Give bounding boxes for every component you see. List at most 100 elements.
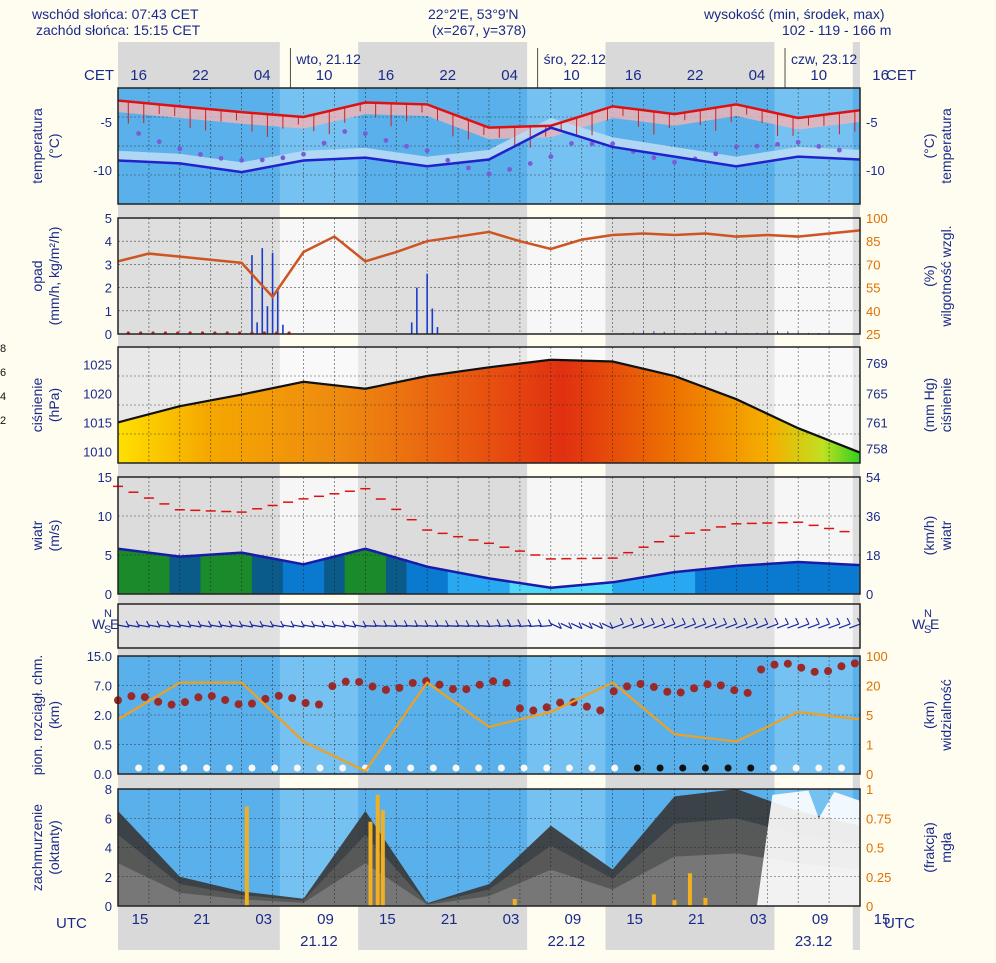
wind-direction-arrow: [178, 624, 192, 628]
wind-speed-bar: [622, 579, 634, 594]
right-axis-title: (km): [921, 701, 937, 729]
dewpoint-dot: [816, 144, 822, 149]
wind-speed-bar: [705, 568, 717, 594]
wind-speed-bar: [190, 555, 201, 594]
wind-direction-arrow: [684, 623, 696, 629]
cloud-base-dot: [127, 692, 136, 701]
top-day-label: czw, 23.12: [791, 51, 857, 67]
right-axis-title: (%): [921, 265, 937, 287]
y2-tick-label: -5: [866, 115, 878, 130]
bottom-hour-label: 03: [503, 911, 520, 928]
wind-direction-tail: [517, 619, 522, 626]
low-cloud-dot: [452, 764, 460, 772]
cloud-base-dot: [703, 680, 712, 689]
dewpoint-dot: [218, 155, 224, 161]
dewpoint-dot: [177, 146, 183, 152]
wind-direction-arrow: [189, 624, 202, 628]
left-axis-title: wiatr: [29, 520, 45, 551]
top-hour-label: 22: [439, 67, 456, 84]
cloud-base-dot: [489, 677, 498, 686]
wind-direction-arrow: [570, 622, 583, 630]
fog-bar: [368, 821, 373, 906]
wind-speed-bar: [674, 571, 686, 594]
wind-speed-bar: [159, 554, 171, 594]
dewpoint-dot: [280, 155, 286, 161]
left-axis-title: (mm/h, kg/m²/h): [46, 227, 62, 326]
y-tick-label: 1: [105, 304, 112, 319]
wind-speed-bar: [468, 575, 480, 594]
y2-tick-label: 0: [866, 587, 873, 602]
wind-speed-bar: [736, 565, 748, 594]
cloud-base-dot: [824, 667, 833, 676]
wind-speed-bar: [406, 562, 418, 594]
wind-direction-tail: [259, 620, 264, 628]
cloud-base-dot: [515, 704, 524, 713]
wind-speed-bar: [272, 559, 284, 594]
wind-direction-tail: [619, 617, 624, 625]
wind-direction-tail: [784, 617, 789, 625]
top-hour-label: 04: [501, 67, 518, 84]
wind-direction-arrow: [426, 625, 439, 627]
cloud-base-dot: [529, 706, 538, 715]
cloud-base-dot: [596, 706, 605, 715]
wind-direction-tail: [249, 620, 254, 628]
bottom-timezone-label: UTC: [884, 915, 915, 932]
dewpoint-dot: [795, 139, 801, 145]
wind-speed-bar: [664, 573, 675, 594]
compass-n: N: [924, 608, 932, 620]
panel-frame: [117, 476, 861, 595]
dewpoint-dot: [548, 154, 554, 160]
fog-bar: [512, 898, 517, 906]
dewpoint-dot: [651, 155, 657, 161]
cloud-base-dot: [154, 697, 163, 706]
wind-direction-tail: [486, 620, 491, 627]
wind-direction-arrow: [694, 623, 707, 629]
edge-label: 6: [0, 367, 6, 379]
wind-direction-arrow: [312, 624, 325, 628]
y2-tick-label: 0.25: [866, 870, 891, 885]
panel-frame: [117, 603, 861, 649]
temp-min-band: [118, 117, 860, 173]
low-cloud-dot: [633, 764, 641, 772]
left-axis-title: (m/s): [46, 520, 62, 552]
wind-direction-arrow: [168, 624, 181, 628]
dewpoint-dot: [507, 166, 513, 172]
wind-direction-tail: [146, 620, 151, 628]
fog-bar: [687, 873, 692, 906]
wind-direction-tail: [208, 620, 212, 628]
cloud-base-dot: [609, 687, 618, 696]
wind-direction-arrow: [797, 623, 810, 629]
cloud-base-dot: [649, 683, 658, 692]
bottom-hour-label: 21: [193, 911, 210, 928]
low-cloud-dot: [815, 764, 823, 772]
dewpoint-dot: [404, 143, 409, 149]
bottom-hour-label: 09: [812, 911, 829, 928]
wind-speed-bar: [282, 561, 294, 594]
cloud-base-dot: [167, 700, 176, 709]
wind-direction-arrow: [591, 622, 603, 630]
fog-bar: [651, 894, 656, 906]
wind-direction-arrow: [446, 625, 459, 627]
wind-direction-arrow: [385, 625, 398, 627]
cloud-base-dot: [180, 698, 189, 707]
wind-speed-bar: [148, 553, 160, 594]
bottom-hour-label: 21: [688, 911, 705, 928]
compass-n: N: [104, 608, 112, 620]
wind-speed-bar: [478, 577, 490, 594]
wind-direction-arrow: [539, 624, 552, 628]
y-tick-label: 1010: [83, 444, 112, 459]
low-cloud-dot: [543, 764, 551, 772]
cloud-base-dot: [395, 683, 404, 692]
wind-direction-arrow: [374, 625, 387, 627]
cloud-base-dot: [234, 700, 243, 709]
bottom-day-label: 23.12: [795, 933, 833, 950]
low-cloud-dot: [429, 764, 437, 772]
cloud-base-dot: [301, 699, 310, 708]
dewpoint-dot: [424, 148, 430, 154]
y-tick-label: 4: [105, 234, 112, 249]
top-timezone-label: CET: [84, 67, 114, 84]
